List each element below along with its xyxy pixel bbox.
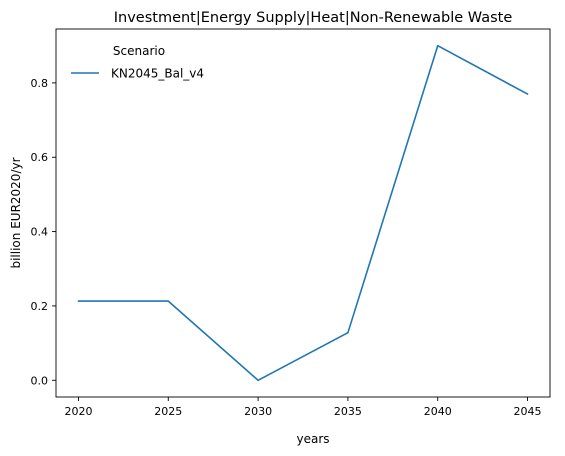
x-tick-label: 2030	[244, 405, 272, 418]
x-axis: 2020 2025 2030 2035 2040 2045	[64, 397, 542, 418]
series-layer	[77, 44, 529, 382]
y-axis-label: billion EUR2020/yr	[9, 157, 23, 268]
data-point	[526, 93, 529, 95]
data-point	[167, 300, 170, 302]
x-tick-label: 2040	[424, 405, 452, 418]
legend-label: KN2045_Bal_v4	[111, 67, 204, 81]
plot-frame	[55, 28, 551, 398]
x-tick-label: 2020	[64, 405, 92, 418]
data-point	[347, 331, 349, 334]
x-tick-label: 2035	[334, 405, 362, 418]
data-point	[257, 379, 259, 382]
x-axis-label: years	[296, 432, 329, 446]
y-axis: 0.0 0.2 0.4 0.6 0.8	[31, 77, 56, 387]
y-tick-label: 0.2	[31, 300, 49, 313]
data-point	[77, 300, 80, 302]
data-point	[436, 44, 439, 47]
chart-title: Investment|Energy Supply|Heat|Non-Renewa…	[114, 10, 513, 26]
x-tick-label: 2025	[154, 405, 182, 418]
y-tick-label: 0.4	[31, 226, 49, 239]
y-tick-label: 0.0	[31, 374, 49, 387]
series-line	[78, 44, 528, 382]
y-tick-label: 0.6	[31, 151, 49, 164]
y-tick-label: 0.8	[31, 77, 49, 90]
legend: Scenario KN2045_Bal_v4	[71, 44, 204, 81]
legend-title: Scenario	[113, 44, 165, 58]
x-tick-label: 2045	[514, 405, 542, 418]
